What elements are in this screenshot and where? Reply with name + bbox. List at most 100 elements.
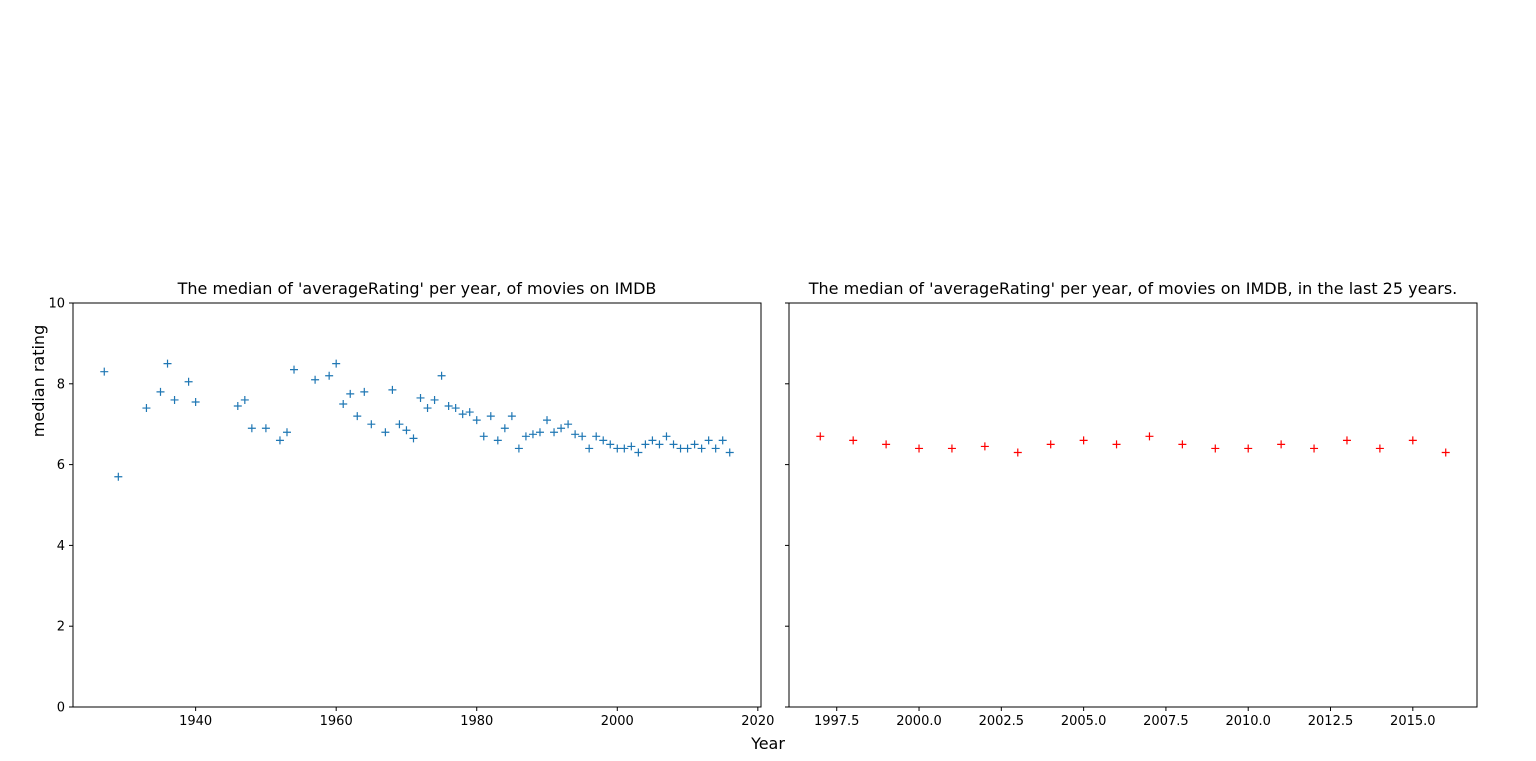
data-point	[500, 424, 509, 433]
x-tick-label: 2010.0	[1225, 714, 1271, 729]
data-point	[486, 412, 495, 421]
data-point	[1046, 440, 1055, 449]
data-point	[564, 420, 573, 429]
data-point	[655, 440, 664, 449]
data-point	[261, 424, 270, 433]
data-point	[170, 395, 179, 404]
data-point	[451, 404, 460, 413]
data-point	[1145, 432, 1154, 441]
data-point	[641, 440, 650, 449]
y-tick-label: 0	[57, 701, 65, 716]
data-point	[1342, 436, 1351, 445]
data-point	[704, 436, 713, 445]
data-point	[353, 412, 362, 421]
data-point	[849, 436, 858, 445]
x-tick-label: 2007.5	[1143, 714, 1189, 729]
data-point	[184, 377, 193, 386]
data-point	[1112, 440, 1121, 449]
data-point	[1441, 448, 1450, 457]
x-tick-label: 2015.0	[1390, 714, 1436, 729]
data-point	[290, 365, 299, 374]
data-point	[339, 400, 348, 408]
data-point	[402, 426, 411, 435]
plot-frame	[788, 302, 1478, 708]
data-point	[683, 444, 692, 453]
data-point	[493, 436, 502, 445]
data-point	[1244, 444, 1253, 453]
data-point	[479, 432, 488, 441]
data-point	[430, 395, 439, 404]
data-point	[718, 436, 727, 445]
data-point	[592, 432, 601, 441]
data-point	[388, 385, 397, 394]
data-point	[1310, 444, 1319, 453]
data-point	[1408, 436, 1417, 445]
data-point	[423, 404, 432, 413]
x-tick-label: 2002.5	[979, 714, 1025, 729]
y-tick-label: 6	[57, 458, 65, 473]
data-point	[662, 432, 671, 441]
data-point	[676, 444, 685, 453]
data-point	[1277, 440, 1286, 449]
data-point	[882, 440, 891, 449]
data-point	[514, 444, 523, 453]
x-tick-label: 2000	[601, 714, 634, 729]
data-point	[550, 428, 559, 437]
data-point	[163, 359, 172, 368]
y-tick-label: 4	[57, 539, 65, 554]
data-point	[578, 432, 587, 441]
chart-title: The median of 'averageRating' per year, …	[177, 279, 657, 298]
data-point	[690, 440, 699, 449]
data-point	[381, 428, 390, 437]
data-point	[1375, 444, 1384, 453]
y-tick-label: 10	[48, 297, 65, 312]
data-point	[247, 424, 256, 433]
data-point	[360, 387, 369, 396]
data-point	[543, 416, 552, 425]
data-point	[620, 444, 629, 453]
data-point	[458, 410, 467, 419]
chart-title: The median of 'averageRating' per year, …	[808, 279, 1458, 298]
data-point	[711, 444, 720, 453]
data-point	[367, 420, 376, 429]
x-tick-label: 1980	[460, 714, 493, 729]
data-point	[1178, 440, 1187, 449]
x-tick-label: 2005.0	[1061, 714, 1107, 729]
x-tick-label: 2000.0	[896, 714, 942, 729]
data-point	[915, 444, 924, 453]
data-point	[409, 434, 418, 443]
data-point	[395, 420, 404, 429]
data-point	[535, 428, 544, 437]
x-tick-label: 1960	[320, 714, 353, 729]
data-point	[114, 472, 123, 481]
data-point	[627, 442, 636, 451]
data-point	[634, 448, 643, 457]
data-point	[557, 424, 566, 433]
x-axis-label: Year	[750, 734, 785, 753]
data-point	[1079, 436, 1088, 445]
data-point	[947, 444, 956, 453]
data-point	[1211, 444, 1220, 453]
right-chart-panel: The median of 'averageRating' per year, …	[785, 279, 1478, 729]
data-point	[669, 440, 678, 449]
y-tick-label: 8	[57, 377, 65, 392]
data-point	[332, 359, 341, 368]
data-point	[282, 428, 291, 437]
data-point	[191, 397, 200, 406]
data-point	[240, 395, 249, 404]
data-point	[275, 436, 284, 445]
data-point	[1013, 448, 1022, 457]
x-tick-label: 2020	[741, 714, 774, 729]
x-tick-label: 1940	[179, 714, 212, 729]
data-point	[697, 444, 706, 453]
data-point	[613, 444, 622, 453]
data-point	[507, 412, 516, 421]
left-chart-panel: The median of 'averageRating' per year, …	[48, 279, 774, 729]
data-point	[585, 444, 594, 453]
data-point	[472, 416, 481, 425]
data-point	[325, 371, 334, 380]
data-point	[233, 402, 242, 411]
y-tick-label: 2	[57, 620, 65, 635]
data-point	[142, 404, 151, 413]
